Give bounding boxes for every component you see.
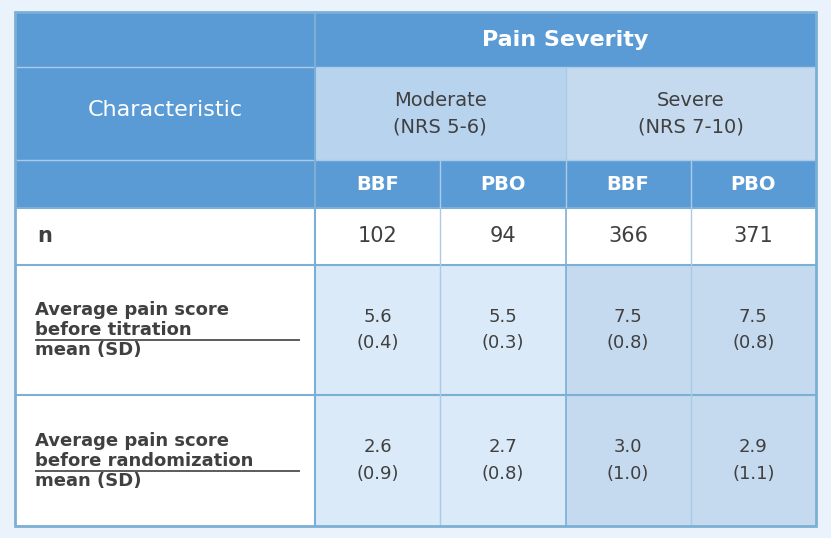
Text: 3.0
(1.0): 3.0 (1.0) xyxy=(607,438,649,483)
Text: PBO: PBO xyxy=(480,174,526,194)
Bar xyxy=(566,265,816,395)
Text: before randomization: before randomization xyxy=(35,451,253,470)
Bar xyxy=(15,12,315,208)
Text: 7.5
(0.8): 7.5 (0.8) xyxy=(732,308,774,352)
Text: 2.7
(0.8): 2.7 (0.8) xyxy=(482,438,524,483)
Text: mean (SD): mean (SD) xyxy=(35,341,141,359)
Text: n: n xyxy=(37,226,52,246)
Text: 94: 94 xyxy=(489,226,516,246)
Text: Characteristic: Characteristic xyxy=(87,100,243,120)
Bar xyxy=(15,265,315,395)
Text: 2.9
(1.1): 2.9 (1.1) xyxy=(732,438,774,483)
Text: BBF: BBF xyxy=(607,174,650,194)
Text: Severe
(NRS 7-10): Severe (NRS 7-10) xyxy=(638,91,744,136)
Bar xyxy=(315,67,566,160)
Bar xyxy=(315,265,566,395)
Text: Pain Severity: Pain Severity xyxy=(482,30,649,49)
Bar xyxy=(315,160,816,208)
Text: 5.6
(0.4): 5.6 (0.4) xyxy=(356,308,399,352)
Text: PBO: PBO xyxy=(730,174,776,194)
Text: Average pain score: Average pain score xyxy=(35,431,229,450)
Text: 371: 371 xyxy=(734,226,774,246)
Text: mean (SD): mean (SD) xyxy=(35,471,141,490)
Bar xyxy=(566,395,816,526)
Text: 102: 102 xyxy=(358,226,397,246)
Bar xyxy=(15,208,816,265)
Text: Moderate
(NRS 5-6): Moderate (NRS 5-6) xyxy=(393,91,487,136)
Text: BBF: BBF xyxy=(356,174,399,194)
Text: 2.6
(0.9): 2.6 (0.9) xyxy=(356,438,399,483)
Bar xyxy=(315,12,816,67)
Text: Average pain score: Average pain score xyxy=(35,301,229,319)
Text: 7.5
(0.8): 7.5 (0.8) xyxy=(607,308,649,352)
Text: 5.5
(0.3): 5.5 (0.3) xyxy=(482,308,524,352)
Text: before titration: before titration xyxy=(35,321,192,339)
Bar xyxy=(566,67,816,160)
Bar xyxy=(15,395,315,526)
Text: 366: 366 xyxy=(608,226,648,246)
Bar xyxy=(315,395,566,526)
